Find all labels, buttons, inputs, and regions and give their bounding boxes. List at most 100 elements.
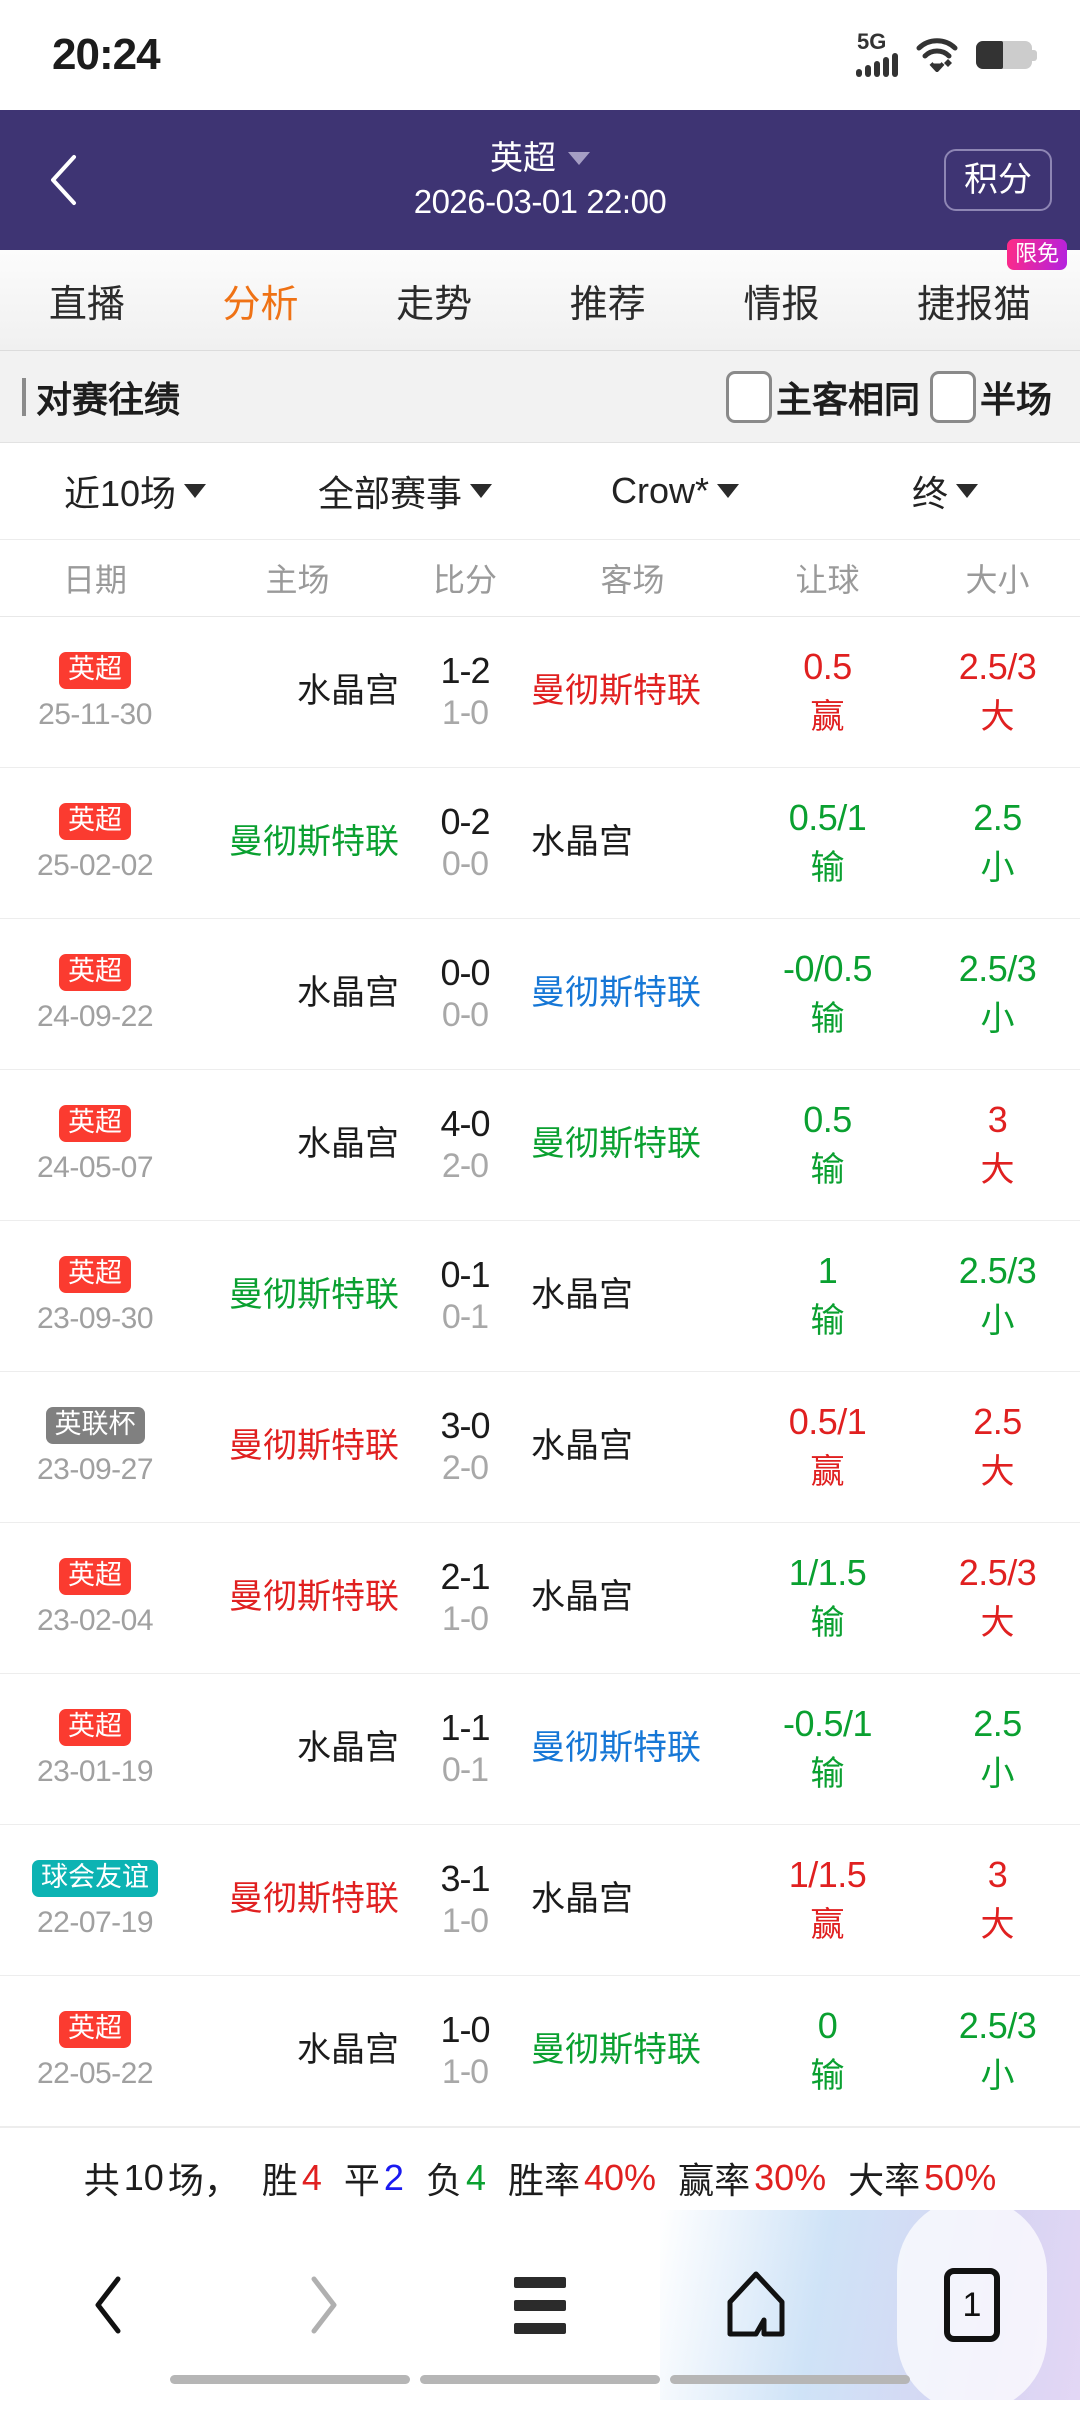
table-row[interactable]: 球会友谊 22-07-19 曼彻斯特联 3-1 1-0 水晶宫 1/1.5 赢 3 大 bbox=[0, 1825, 1080, 1976]
overunder-line: 2.5/3 bbox=[958, 948, 1037, 990]
chevron-down-icon bbox=[470, 484, 492, 498]
cell-score: 1-0 1-0 bbox=[405, 2011, 525, 2090]
tab-analysis[interactable]: 分析 bbox=[222, 283, 299, 326]
cell-home-team: 曼彻斯特联 bbox=[190, 1880, 405, 1918]
league-badge: 英超 bbox=[59, 2011, 131, 2048]
match-date: 22-05-22 bbox=[36, 2057, 154, 2090]
summary-coverrate-value: 30% bbox=[754, 2157, 827, 2198]
league-name: 英超 bbox=[490, 139, 556, 177]
league-badge: 英超 bbox=[59, 803, 131, 840]
table-row[interactable]: 英联杯 23-09-27 曼彻斯特联 3-0 2-0 水晶宫 0.5/1 赢 2.5 大 bbox=[0, 1372, 1080, 1523]
full-time-score: 2-1 bbox=[440, 1556, 490, 1598]
tab-trend[interactable]: 走势 bbox=[396, 283, 473, 326]
summary-winrate-value: 40% bbox=[584, 2157, 657, 2198]
table-row[interactable]: 英超 22-05-22 水晶宫 1-0 1-0 曼彻斯特联 0 输 2.5/3 小 bbox=[0, 1976, 1080, 2127]
cell-overunder: 2.5 大 bbox=[915, 1403, 1080, 1490]
table-row[interactable]: 英超 25-02-02 曼彻斯特联 0-2 0-0 水晶宫 0.5/1 输 2.5 小 bbox=[0, 768, 1080, 919]
handicap-line: 0.5/1 bbox=[788, 797, 867, 839]
table-row[interactable]: 英超 23-09-30 曼彻斯特联 0-1 0-1 水晶宫 1 输 2.5/3 小 bbox=[0, 1221, 1080, 1372]
column-header-away: 客场 bbox=[600, 562, 665, 598]
browser-tabs-button[interactable]: 1 bbox=[864, 2210, 1080, 2400]
standings-button[interactable]: 积分 bbox=[944, 149, 1052, 211]
cell-handicap: 0.5/1 输 bbox=[740, 799, 915, 886]
away-team-name: 水晶宫 bbox=[531, 823, 633, 862]
section-title: 对赛往绩 bbox=[22, 371, 180, 423]
status-bar: 20:24 5G bbox=[0, 0, 1080, 110]
cell-date: 英超 23-01-19 bbox=[0, 1709, 190, 1789]
table-row[interactable]: 英超 23-01-19 水晶宫 1-1 0-1 曼彻斯特联 -0.5/1 输 2.5 小 bbox=[0, 1674, 1080, 1825]
browser-forward-button[interactable] bbox=[216, 2210, 432, 2400]
cell-score: 4-0 2-0 bbox=[405, 1105, 525, 1184]
checkbox-half-time-box[interactable] bbox=[929, 370, 976, 423]
cell-date: 球会友谊 22-07-19 bbox=[0, 1860, 190, 1940]
cell-home-team: 曼彻斯特联 bbox=[190, 1276, 405, 1314]
handicap-result: 输 bbox=[810, 2057, 845, 2096]
handicap-line: 1/1.5 bbox=[788, 1552, 867, 1594]
chevron-down-icon bbox=[956, 484, 978, 498]
handicap-result: 输 bbox=[810, 1755, 845, 1794]
status-icons: 5G bbox=[856, 29, 1037, 77]
league-badge: 球会友谊 bbox=[32, 1860, 158, 1897]
summary-draw-label: 平 bbox=[343, 2160, 380, 2201]
tab-count-badge: 1 bbox=[944, 2268, 1000, 2342]
summary-draw-value: 2 bbox=[383, 2157, 404, 2198]
cell-handicap: 0.5 输 bbox=[740, 1101, 915, 1188]
league-selector[interactable]: 英超 bbox=[490, 139, 590, 177]
cell-away-team: 水晶宫 bbox=[525, 1578, 740, 1616]
handicap-line: 0 bbox=[817, 2005, 838, 2047]
table-row[interactable]: 英超 23-02-04 曼彻斯特联 2-1 1-0 水晶宫 1/1.5 输 2.5/3 大 bbox=[0, 1523, 1080, 1674]
table-row[interactable]: 英超 24-09-22 水晶宫 0-0 0-0 曼彻斯特联 -0/0.5 输 2.5/3 小 bbox=[0, 919, 1080, 1070]
tab-recommend[interactable]: 推荐 bbox=[569, 283, 646, 326]
cell-overunder: 2.5 小 bbox=[915, 799, 1080, 886]
filter-odds-stage[interactable]: 终 bbox=[810, 465, 1080, 517]
cell-overunder: 2.5/3 大 bbox=[915, 1554, 1080, 1641]
overunder-line: 2.5/3 bbox=[958, 2005, 1037, 2047]
handicap-line: 0.5 bbox=[803, 646, 852, 688]
summary-coverrate-label: 赢率 bbox=[678, 2160, 751, 2201]
browser-home-button[interactable] bbox=[648, 2210, 864, 2400]
checkbox-half-time[interactable]: 半场 bbox=[929, 370, 1052, 423]
tab-jiebaomao[interactable]: 捷报猫 限免 bbox=[913, 238, 1068, 328]
match-date: 25-02-02 bbox=[36, 849, 154, 882]
back-button[interactable] bbox=[28, 110, 98, 250]
checkbox-same-venue-box[interactable] bbox=[725, 370, 772, 423]
away-team-name: 水晶宫 bbox=[531, 1427, 633, 1466]
summary-total-suffix: 场， bbox=[167, 2160, 240, 2201]
cell-handicap: 1/1.5 赢 bbox=[740, 1856, 915, 1943]
cell-overunder: 2.5/3 小 bbox=[915, 2007, 1080, 2094]
cell-score: 1-2 1-0 bbox=[405, 652, 525, 731]
overunder-result: 大 bbox=[980, 1906, 1015, 1945]
filter-match-count[interactable]: 近10场 bbox=[0, 465, 270, 517]
home-team-name: 水晶宫 bbox=[297, 672, 399, 711]
browser-menu-button[interactable] bbox=[432, 2210, 648, 2400]
column-header-handicap: 让球 bbox=[795, 562, 860, 598]
cell-score: 2-1 1-0 bbox=[405, 1558, 525, 1637]
table-row[interactable]: 英超 25-11-30 水晶宫 1-2 1-0 曼彻斯特联 0.5 赢 2.5/3 大 bbox=[0, 617, 1080, 768]
tab-intel[interactable]: 情报 bbox=[743, 283, 820, 326]
browser-back-button[interactable] bbox=[0, 2210, 216, 2400]
filter-competition[interactable]: 全部赛事 bbox=[270, 465, 540, 517]
overunder-result: 大 bbox=[980, 698, 1015, 737]
match-date: 24-09-22 bbox=[36, 1000, 154, 1033]
overunder-line: 2.5 bbox=[973, 1703, 1022, 1745]
table-row[interactable]: 英超 24-05-07 水晶宫 4-0 2-0 曼彻斯特联 0.5 输 3 大 bbox=[0, 1070, 1080, 1221]
overunder-result: 大 bbox=[980, 1604, 1015, 1643]
filter-row: 近10场 全部赛事 Crow* 终 bbox=[0, 443, 1080, 540]
cell-date: 英超 25-11-30 bbox=[0, 652, 190, 732]
tab-live[interactable]: 直播 bbox=[48, 283, 125, 326]
checkbox-same-venue[interactable]: 主客相同 bbox=[725, 370, 920, 423]
full-time-score: 0-1 bbox=[440, 1254, 490, 1296]
overunder-result: 大 bbox=[980, 1151, 1015, 1190]
overunder-result: 小 bbox=[980, 1755, 1015, 1794]
battery-icon bbox=[976, 41, 1037, 69]
overunder-result: 小 bbox=[980, 2057, 1015, 2096]
network-type-label: 5G bbox=[857, 29, 887, 54]
cell-date: 英超 24-09-22 bbox=[0, 954, 190, 1034]
filter-bookmaker[interactable]: Crow* bbox=[540, 470, 810, 512]
away-team-name: 曼彻斯特联 bbox=[531, 672, 701, 711]
cell-date: 英联杯 23-09-27 bbox=[0, 1407, 190, 1487]
forward-icon bbox=[311, 2276, 337, 2334]
match-date: 23-02-04 bbox=[36, 1604, 154, 1637]
cell-home-team: 曼彻斯特联 bbox=[190, 823, 405, 861]
overunder-line: 2.5/3 bbox=[958, 1250, 1037, 1292]
